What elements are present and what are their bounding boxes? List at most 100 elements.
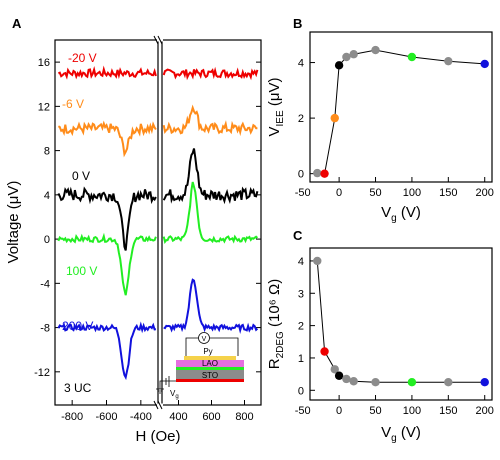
- panel-a-curves: [57, 65, 259, 381]
- panel-b-y-axis-label: VIEE (μV): [266, 78, 286, 137]
- device-schematic-inset: STO LAO Py V Vg: [156, 332, 244, 400]
- x-tick-label: 100: [403, 405, 421, 417]
- data-point: [349, 377, 358, 386]
- y-tick-label: 0: [298, 169, 304, 181]
- panel-c-x-axis-label: Vg (V): [381, 424, 421, 444]
- panel-a-y-tick-label: -8: [40, 323, 50, 335]
- x-tick-label: 50: [369, 405, 381, 417]
- data-point: [444, 378, 453, 387]
- series-curve-positive-field: [162, 148, 259, 205]
- x-tick-label: 0: [336, 405, 342, 417]
- panel-a-x-ticks: -800 -600 -400 400 600 800: [61, 400, 254, 423]
- series-line: [316, 260, 485, 383]
- substrate-electrode: [176, 379, 244, 382]
- x-tick-label: 0: [336, 187, 342, 199]
- series-curve-positive-field: [162, 66, 259, 81]
- panel-a-x-tick-label: 400: [169, 411, 187, 423]
- series-curve-negative-field: [57, 321, 156, 381]
- y-tick-label: 1: [298, 353, 304, 365]
- series-label: -20 V: [68, 51, 97, 65]
- x-tick-label: 200: [476, 187, 494, 199]
- data-point: [349, 50, 358, 59]
- panel-a-y-tick-label: 4: [44, 190, 50, 202]
- panel-a-x-tick-label: -400: [130, 411, 152, 423]
- series-line: [317, 49, 485, 175]
- x-tick-label: 100: [403, 187, 421, 199]
- voltmeter-icon: [198, 332, 210, 344]
- panel-b-plot-frame: [309, 31, 493, 183]
- panel-a-y-tick-label: -4: [40, 278, 50, 290]
- lao-layer: [176, 360, 244, 367]
- x-tick-label: 50: [369, 187, 381, 199]
- gate-battery-icon: [165, 376, 170, 387]
- data-point: [371, 378, 380, 387]
- panel-a-y-tick-label: 8: [44, 146, 50, 158]
- sto-layer: [176, 370, 244, 379]
- series-curve-negative-field: [58, 65, 157, 80]
- y-tick-label: 0: [298, 385, 304, 397]
- panel-a-plot-frame-left: [54, 39, 159, 406]
- data-point: [407, 378, 417, 387]
- series-curve-negative-field: [57, 120, 157, 158]
- panel-a-series-labels: -20 V -6 V 0 V 100 V 200 V: [62, 51, 97, 333]
- panel-a-y-tick-label: 12: [38, 101, 50, 113]
- panel-b-ticks: -50 0 50 100 150 200 0 2 4: [295, 58, 494, 199]
- data-point: [407, 52, 417, 62]
- panel-c: C -50 0 50 100 150 200 0 1 2 3 4 R2DEG (10⁶ Ω) Vg …: [266, 228, 494, 444]
- axis-break-marker-top: [153, 35, 163, 45]
- panel-b-points: [313, 45, 489, 178]
- series-label: 200 V: [62, 319, 93, 333]
- data-point: [313, 168, 322, 178]
- gate-voltage-label: Vg: [170, 389, 179, 400]
- x-tick-label: 200: [476, 405, 494, 417]
- y-tick-label: 2: [298, 113, 304, 125]
- panel-c-series-line: [316, 260, 485, 383]
- panel-a-y-tick-label: -12: [34, 367, 50, 379]
- panel-b-label: B: [293, 16, 302, 31]
- data-point: [480, 378, 489, 387]
- data-point: [320, 169, 329, 178]
- data-point: [342, 374, 351, 384]
- panel-c-label: C: [293, 228, 303, 243]
- voltmeter-label: V: [202, 336, 207, 343]
- data-point: [480, 59, 489, 69]
- panel-b-series-line: [317, 49, 485, 175]
- series-label: -6 V: [62, 97, 84, 111]
- panel-a-x-tick-label: 800: [235, 411, 253, 423]
- lao-layer-label: LAO: [202, 359, 218, 368]
- data-point: [330, 113, 339, 123]
- panel-b: B -50 0 50 100 150 200 0 2 4 VIEE (μV) Vg (V): [266, 16, 494, 224]
- panel-a-y-tick-label: 0: [44, 234, 50, 246]
- y-tick-label: 3: [298, 288, 304, 300]
- panel-c-plot-frame: [309, 247, 493, 401]
- panel-a-label: A: [12, 16, 22, 31]
- series-curve-negative-field: [57, 186, 157, 251]
- panel-a-y-tick-label: 16: [38, 57, 50, 69]
- y-tick-label: 4: [298, 58, 304, 70]
- panel-a-y-axis-label: Voltage (μV): [5, 181, 22, 264]
- panel-a-x-tick-label: 600: [202, 411, 220, 423]
- x-tick-label: 150: [439, 187, 457, 199]
- voltmeter-wires: [185, 337, 239, 356]
- data-point: [342, 52, 351, 62]
- panel-a-x-axis-label: H (Oe): [136, 428, 181, 445]
- series-curve-positive-field: [162, 181, 259, 245]
- panel-a-annotation: 3 UC: [64, 381, 92, 395]
- panel-a-y-ticks: 16 12 8 4 0 -4 -8 -12: [34, 57, 261, 379]
- data-point: [313, 256, 322, 266]
- x-tick-label: -50: [295, 405, 311, 417]
- gate-wire: [159, 380, 176, 389]
- data-point: [334, 61, 344, 70]
- data-point: [320, 347, 329, 356]
- y-tick-label: 4: [298, 256, 304, 268]
- data-point: [444, 56, 453, 66]
- y-tick-label: 2: [298, 321, 304, 333]
- series-curve-negative-field: [57, 232, 157, 296]
- x-tick-label: -50: [295, 187, 311, 199]
- panel-c-points: [313, 256, 489, 387]
- series-label: 100 V: [66, 264, 97, 278]
- data-point: [371, 45, 380, 55]
- series-curve-positive-field: [163, 278, 259, 334]
- panel-c-ticks: -50 0 50 100 150 200 0 1 2 3 4: [295, 256, 494, 417]
